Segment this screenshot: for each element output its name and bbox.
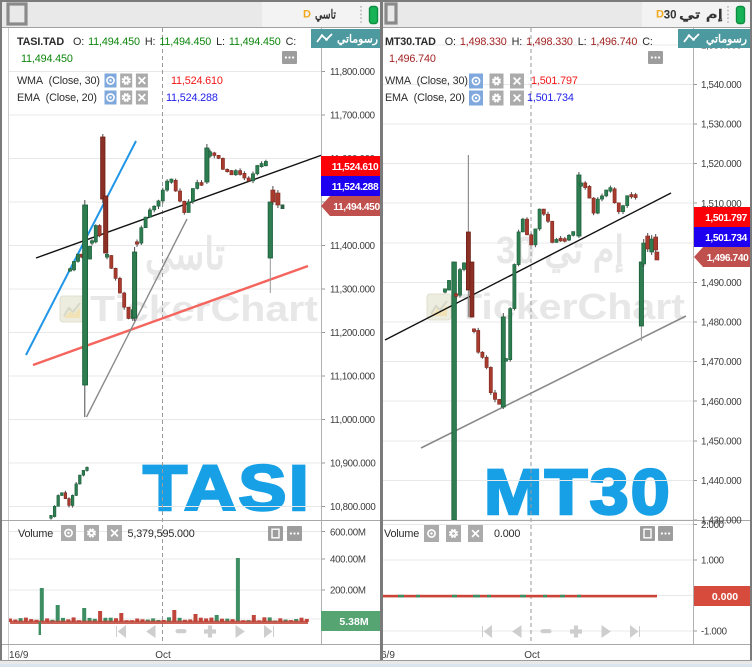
svg-text:تاسي: تاسي — [145, 230, 225, 281]
svg-text:رسوماتي: رسوماتي — [706, 34, 747, 47]
svg-text:1,501.797: 1,501.797 — [705, 213, 747, 224]
svg-text:11,200.000: 11,200.000 — [330, 328, 376, 339]
svg-text:1,490.000: 1,490.000 — [701, 278, 742, 289]
svg-text:11,800.000: 11,800.000 — [330, 67, 376, 78]
svg-text:-1.000: -1.000 — [701, 627, 728, 638]
svg-text:1,460.000: 1,460.000 — [701, 397, 742, 408]
svg-text:1,540.000: 1,540.000 — [701, 80, 742, 91]
svg-text:رسوماتي: رسوماتي — [337, 34, 378, 47]
svg-text:11,524.610: 11,524.610 — [332, 162, 379, 173]
svg-text:30: 30 — [664, 10, 677, 22]
svg-text:1,430.000: 1,430.000 — [701, 516, 742, 527]
svg-text:1,510.000: 1,510.000 — [701, 199, 742, 210]
svg-text:11,300.000: 11,300.000 — [330, 285, 376, 296]
svg-text:0.000: 0.000 — [494, 528, 520, 540]
svg-text:تاسي: تاسي — [315, 8, 336, 23]
svg-text:إم تي: إم تي — [679, 8, 724, 23]
svg-text:600.00M: 600.00M — [330, 527, 366, 538]
svg-text:11,524.288: 11,524.288 — [332, 182, 379, 193]
svg-text:1,501.797: 1,501.797 — [531, 75, 578, 87]
svg-text:11,494.450: 11,494.450 — [333, 202, 380, 213]
svg-text:MT30: MT30 — [484, 456, 672, 528]
svg-text:200.00M: 200.00M — [330, 585, 366, 596]
svg-text:WMA (Close, 30): WMA (Close, 30) — [17, 75, 100, 87]
svg-text:16/9: 16/9 — [9, 650, 29, 661]
svg-text:5.38M: 5.38M — [339, 616, 368, 628]
svg-text:11,494.450: 11,494.450 — [21, 53, 73, 65]
svg-text:11,700.000: 11,700.000 — [330, 111, 376, 122]
svg-text:Oct: Oct — [155, 650, 171, 661]
svg-text:1,470.000: 1,470.000 — [701, 357, 742, 368]
svg-text:D: D — [303, 9, 311, 21]
svg-text:1,496.740: 1,496.740 — [389, 53, 436, 65]
svg-text:EMA (Close, 20): EMA (Close, 20) — [17, 92, 97, 104]
svg-text:10,800.000: 10,800.000 — [330, 502, 376, 513]
svg-text:TickerChart: TickerChart — [457, 286, 685, 327]
svg-text:1,450.000: 1,450.000 — [701, 436, 742, 447]
svg-text:1,520.000: 1,520.000 — [701, 159, 742, 170]
svg-text:6/9: 6/9 — [381, 650, 395, 661]
svg-text:0.000: 0.000 — [712, 591, 738, 603]
svg-text:11,524.288: 11,524.288 — [166, 92, 218, 104]
svg-text:Oct: Oct — [524, 650, 540, 661]
svg-text:1,501.734: 1,501.734 — [527, 92, 574, 104]
svg-text:11,400.000: 11,400.000 — [330, 241, 376, 252]
svg-text:11,100.000: 11,100.000 — [330, 372, 376, 383]
svg-text:1,501.734: 1,501.734 — [705, 233, 747, 244]
svg-text:1,530.000: 1,530.000 — [701, 120, 742, 131]
svg-text:11,000.000: 11,000.000 — [330, 415, 376, 426]
svg-text:1,480.000: 1,480.000 — [701, 318, 742, 329]
svg-text:400.00M: 400.00M — [330, 555, 366, 566]
svg-text:10,900.000: 10,900.000 — [330, 459, 376, 470]
svg-text:Volume: Volume — [18, 528, 53, 540]
svg-text:D: D — [656, 9, 664, 21]
svg-text:1,496.740: 1,496.740 — [707, 253, 749, 264]
svg-text:1.000: 1.000 — [701, 556, 725, 567]
svg-text:1,440.000: 1,440.000 — [701, 476, 742, 487]
svg-text:2.000: 2.000 — [701, 520, 725, 531]
svg-text:11,524.610: 11,524.610 — [171, 75, 223, 87]
svg-text:EMA (Close, 20): EMA (Close, 20) — [385, 92, 465, 104]
svg-text:WMA (Close, 30): WMA (Close, 30) — [385, 75, 468, 87]
svg-text:5,379,595.000: 5,379,595.000 — [128, 528, 195, 540]
svg-text:Volume: Volume — [384, 528, 419, 540]
